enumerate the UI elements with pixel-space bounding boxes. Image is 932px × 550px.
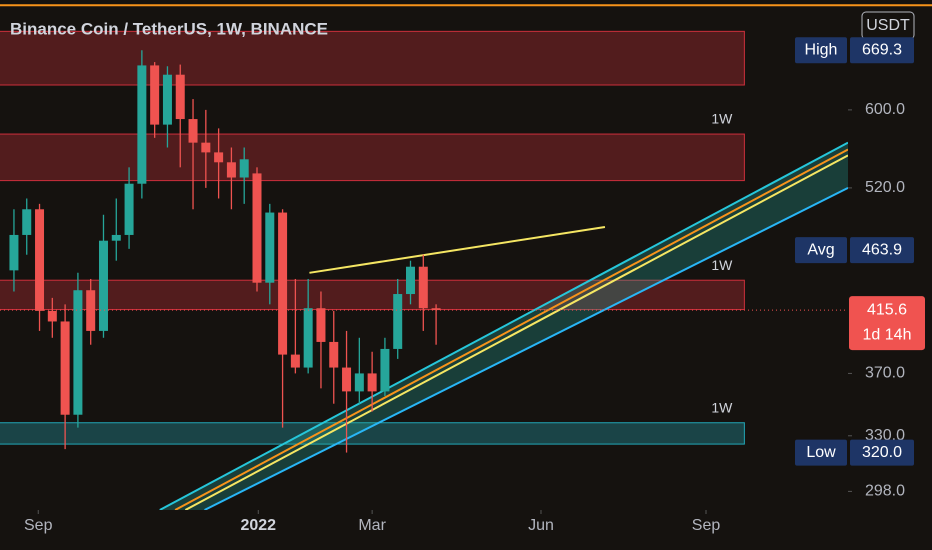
candle-body <box>60 321 70 415</box>
candle-body <box>111 234 121 241</box>
x-tick-label: Jun <box>528 517 554 534</box>
candle-body <box>137 65 147 184</box>
candle-body <box>239 159 249 178</box>
countdown: 1d 14h <box>863 326 912 343</box>
candle-body <box>175 74 185 120</box>
zone-label: 1W <box>711 399 733 415</box>
y-tick-label: 600.0 <box>865 101 905 118</box>
candle-body <box>22 209 32 235</box>
candle-body <box>150 65 160 125</box>
candle-body <box>9 234 19 271</box>
marker-value-box <box>850 439 914 466</box>
candle-body <box>86 290 96 331</box>
candle-body <box>354 373 364 392</box>
marker-value: 320.0 <box>862 444 902 461</box>
y-tick-label: 520.0 <box>865 179 905 196</box>
marker-value: 669.3 <box>862 42 902 59</box>
marker-name-box <box>795 37 847 64</box>
trend-line <box>159 141 848 510</box>
candle-body <box>316 308 326 342</box>
candle-body <box>393 294 403 349</box>
zone <box>0 279 745 311</box>
candle-body <box>431 308 441 311</box>
zone-label: 1W <box>711 111 733 127</box>
candle-body <box>226 162 236 178</box>
marker-name: Low <box>806 444 836 461</box>
marker-name: Avg <box>807 241 834 258</box>
trend-line <box>174 148 848 510</box>
last-price: 415.6 <box>867 301 907 318</box>
marker-name-box <box>795 439 847 466</box>
candle-body <box>162 74 172 125</box>
y-tick-label: 370.0 <box>865 365 905 382</box>
x-tick-label: Sep <box>24 517 53 534</box>
candle-body <box>98 240 108 331</box>
candle-body <box>188 119 198 143</box>
trend-line <box>184 154 848 510</box>
candle-body <box>367 373 377 392</box>
candle-body <box>35 209 45 311</box>
candle-body <box>252 173 262 283</box>
y-tick-label: 298.0 <box>865 483 905 500</box>
candle-body <box>201 142 211 153</box>
candle-body <box>406 266 416 295</box>
candle-body <box>290 354 300 368</box>
zone <box>0 30 745 86</box>
marker-name: High <box>805 42 838 59</box>
candle-body <box>418 266 428 309</box>
candle-body <box>329 341 339 368</box>
zone <box>0 133 745 182</box>
marker-value: 463.9 <box>862 241 902 258</box>
candle-body <box>303 308 313 368</box>
x-tick-label: 2022 <box>240 517 276 534</box>
zone-label: 1W <box>711 257 733 273</box>
chart-title: Binance Coin / TetherUS, 1W, BINANCE <box>10 19 328 38</box>
candle-body <box>342 367 352 392</box>
candle-body <box>380 348 390 392</box>
candle-body <box>73 290 83 415</box>
candle-body <box>124 183 134 235</box>
candle-body <box>278 212 288 355</box>
plot-area <box>0 30 848 510</box>
x-tick-label: Sep <box>692 517 721 534</box>
currency[interactable]: USDT <box>866 17 910 34</box>
candle-body <box>214 152 224 163</box>
marker-value-box <box>850 237 914 264</box>
trend-line <box>309 226 606 274</box>
candle-body <box>265 212 275 283</box>
trend-line <box>204 187 848 510</box>
marker-value-box <box>850 37 914 64</box>
marker-name-box <box>795 237 847 264</box>
candle-body <box>47 310 57 322</box>
x-tick-label: Mar <box>358 517 386 534</box>
last-price-box <box>849 296 925 351</box>
